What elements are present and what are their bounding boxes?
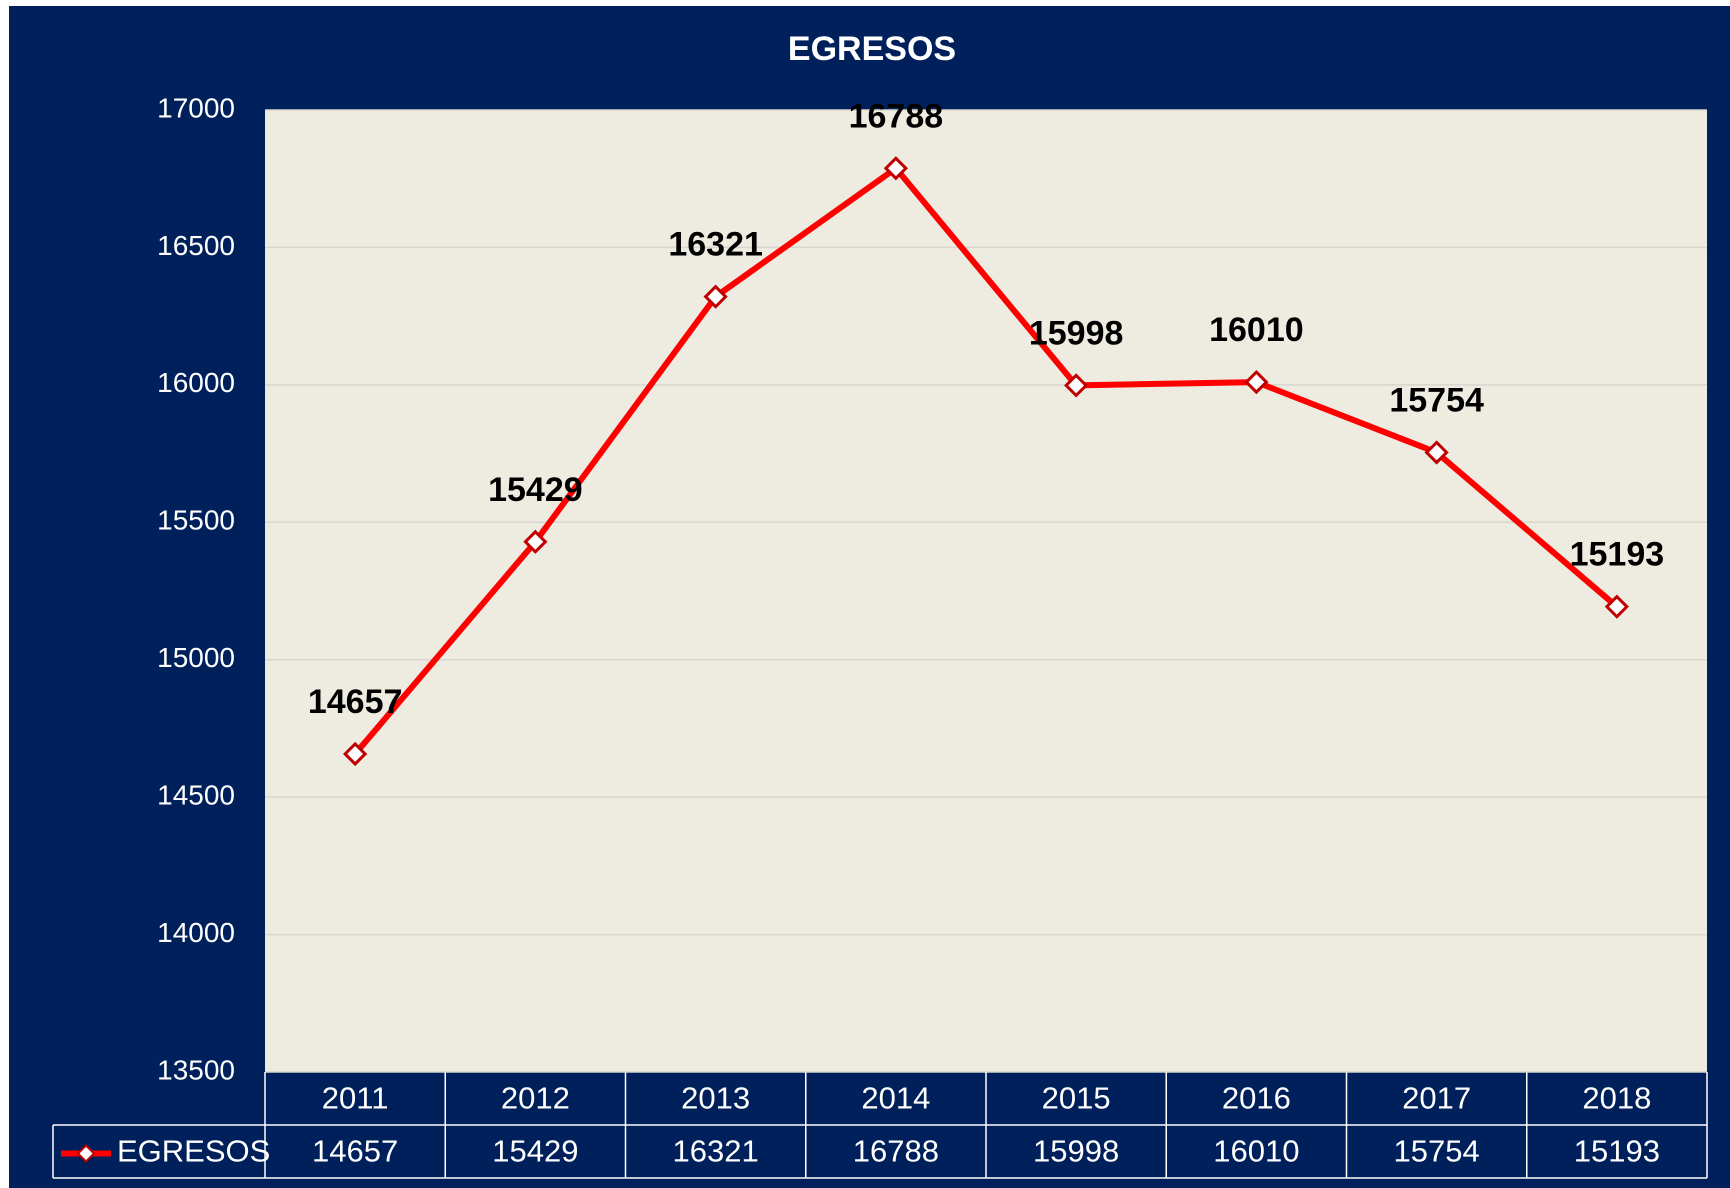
y-tick-label: 17000 <box>157 92 235 123</box>
table-value: 16788 <box>853 1134 939 1169</box>
point-marker <box>523 529 548 554</box>
point-marker <box>343 741 368 767</box>
x-tick-label: 2018 <box>1582 1081 1651 1116</box>
chart-title: EGRESOS <box>788 30 956 68</box>
y-tick-label: 14500 <box>157 780 235 811</box>
data-label: 15998 <box>1029 314 1124 352</box>
table-value: 16321 <box>673 1134 759 1169</box>
table-value: 15754 <box>1394 1134 1480 1169</box>
y-tick-label: 16000 <box>157 367 235 398</box>
data-label: 14657 <box>308 683 403 721</box>
point-marker <box>703 284 728 309</box>
point-marker <box>1424 440 1449 465</box>
point-marker <box>1604 594 1629 619</box>
y-tick-label: 15000 <box>157 642 235 673</box>
data-label: 16010 <box>1209 311 1304 349</box>
point-marker <box>883 156 908 181</box>
x-tick-label: 2017 <box>1402 1081 1471 1116</box>
y-tick-label: 15500 <box>157 505 235 536</box>
x-tick-label: 2011 <box>322 1081 389 1116</box>
data-label: 15429 <box>488 471 583 509</box>
point-marker <box>1244 369 1269 395</box>
series-line <box>352 165 1619 756</box>
table-value: 15429 <box>492 1134 578 1169</box>
x-tick-label: 2014 <box>861 1081 930 1116</box>
y-tick-label: 14000 <box>157 917 235 948</box>
table-value: 16010 <box>1213 1134 1299 1169</box>
legend-label: EGRESOS <box>117 1134 270 1169</box>
data-label: 15754 <box>1389 381 1484 419</box>
data-label: 16788 <box>849 97 944 135</box>
table-value: 15193 <box>1574 1134 1660 1169</box>
x-tick-label: 2012 <box>501 1081 570 1116</box>
y-tick-label: 16500 <box>157 230 235 261</box>
x-tick-label: 2016 <box>1222 1081 1291 1116</box>
table-value: 15998 <box>1033 1134 1119 1169</box>
y-tick-label: 13500 <box>157 1054 235 1085</box>
data-label: 16321 <box>668 226 763 264</box>
plot-area <box>265 110 1707 1072</box>
x-tick-label: 2015 <box>1042 1081 1111 1116</box>
point-marker <box>1064 373 1089 398</box>
x-tick-label: 2013 <box>681 1081 750 1116</box>
table-value: 14657 <box>312 1134 398 1169</box>
data-label: 15193 <box>1570 536 1665 574</box>
legend-marker <box>76 1144 96 1163</box>
